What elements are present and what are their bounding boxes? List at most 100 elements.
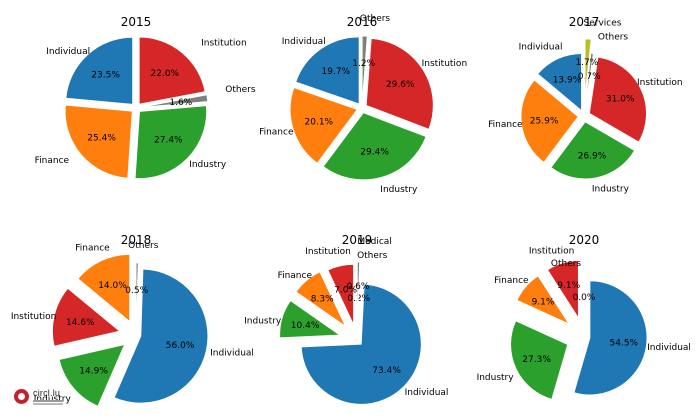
slice-2019-industry [279,300,341,339]
slice-2018-individual [113,268,209,404]
pct-label-2016-finance: 20.1% [305,117,334,127]
slice-2015-industry [134,105,207,179]
slice-label-2018-individual: Individual [210,349,254,359]
pie-title-2015: 2015 [121,15,152,29]
pct-label-2015-industry: 27.4% [154,136,183,146]
pct-label-2020-finance: 9.1% [532,298,555,308]
slice-2020-finance [516,275,570,325]
slice-label-2015-industry: Industry [189,160,227,170]
pct-label-2020-industry: 27.3% [522,355,551,365]
slice-2017-industry [550,121,636,180]
pct-label-2015-others: 1.6% [169,98,192,108]
slice-label-2016-finance: Finance [259,128,294,138]
slice-2020-institution [546,260,579,320]
pct-label-2018-industry: 14.9% [79,366,108,376]
pct-label-2016-industry: 29.4% [360,147,389,157]
circl-logo-icon [14,389,29,404]
slice-2018-others [135,262,139,331]
slice-2020-individual [573,280,648,396]
pct-label-2015-institution: 22.0% [151,69,180,79]
slice-label-2019-others: Others [357,251,388,261]
slice-label-2018-institution: Institution [11,312,57,322]
slice-2016-others [361,35,368,104]
pct-label-2018-finance: 14.0% [98,281,127,291]
pct-label-2018-others: 0.5% [125,286,148,296]
slice-2017-finance [520,79,579,163]
slice-label-2017-others: Others [598,33,629,43]
pct-label-2020-others: 0.0% [573,293,596,303]
slice-label-2016-industry: Industry [380,185,418,195]
pct-label-2016-others: 1.2% [352,59,375,69]
slice-2018-finance [77,254,131,323]
slice-2017-others [584,52,594,111]
slice-2017-institution [588,56,647,143]
pie-2019: 2019 7.0% Institution 8.3% Finance 10.4% Indus… [244,233,449,405]
slice-label-2018-finance: Finance [75,244,110,254]
pct-label-2019-institution: 7.0% [334,285,357,295]
circl-logo-subtext-icon [33,400,63,402]
slice-2018-institution [52,287,121,347]
pct-label-2019-individual: 73.4% [372,366,401,376]
slice-label-2017-individual: Individual [519,43,563,53]
slice-2019-medical [356,261,361,323]
slice-label-2016-others: Others [360,14,391,24]
slice-label-2017-services: Services [584,18,622,28]
slice-label-2017-industry: Industry [592,184,630,194]
pie-title-2020: 2020 [569,233,600,247]
pct-label-2016-institution: 29.6% [386,80,415,90]
slice-label-2015-others: Others [225,85,256,95]
slice-label-2019-individual: Individual [405,388,449,398]
slice-2017-services [584,38,592,97]
slice-2019-individual [300,283,422,405]
pie-title-2017: 2017 [569,15,600,29]
pct-label-2019-finance: 8.3% [311,295,334,305]
pie-2020: 2020 9.1% Institution 9.1% Finance 27.3% Indus… [477,233,691,400]
slice-label-2020-individual: Individual [647,343,691,353]
pie-title-2018: 2018 [121,233,152,247]
slice-2016-industry [322,112,427,181]
pct-label-2017-individual: 13.9% [553,76,582,86]
pct-label-2015-individual: 23.5% [91,71,120,81]
slice-2018-industry [58,344,126,407]
pct-label-2015-finance: 25.4% [87,133,116,143]
pct-label-2017-institution: 31.0% [606,95,635,105]
slice-2015-finance [64,104,133,179]
slice-label-2018-industry: Industry [34,395,72,405]
pie-title-2019: 2019 [342,233,373,247]
pct-label-2019-medical: 0.6% [347,282,370,292]
slice-2016-institution [365,38,434,130]
slice-2015-institution [138,36,206,105]
slice-2019-finance [295,271,347,328]
pct-label-2017-industry: 26.9% [578,151,607,161]
slice-2017-individual [537,53,582,112]
slice-2015-others [140,94,209,108]
slice-label-2016-institution: Institution [422,59,468,69]
slice-2020-industry [510,320,569,400]
slice-label-2018-others: Others [128,241,159,251]
slice-label-2020-industry: Industry [477,373,515,383]
pct-label-2020-institution: 9.1% [557,281,580,291]
pct-label-2018-institution: 14.6% [66,318,95,328]
slice-label-2020-finance: Finance [494,276,529,286]
pie-title-2016: 2016 [347,15,378,29]
pie-2018: 2018 14.0% Finance 14.6% Institution 14.9% Ind… [11,233,254,407]
slice-label-2020-institution: Institution [529,247,575,257]
slice-label-2015-individual: Individual [46,47,90,57]
slice-label-2019-finance: Finance [278,271,313,281]
slice-2019-institution [327,263,354,325]
pct-label-2017-others: 0.7% [578,72,601,82]
pct-label-2019-others: 0.2% [347,294,370,304]
circl-logo: circl.lu [14,388,84,414]
slice-label-2019-medical: Medical [357,237,391,247]
slice-label-2016-individual: Individual [282,37,326,47]
slice-label-2019-institution: Institution [305,247,351,257]
slice-2016-individual [295,36,360,105]
slice-label-2017-institution: Institution [637,78,683,88]
slice-2015-individual [65,36,134,105]
pct-label-2017-services: 1.7% [575,58,598,68]
circl-logo-text: circl.lu [33,388,61,398]
pct-label-2019-industry: 10.4% [291,321,320,331]
slice-2016-finance [289,87,358,164]
pct-label-2016-individual: 19.7% [322,67,351,77]
